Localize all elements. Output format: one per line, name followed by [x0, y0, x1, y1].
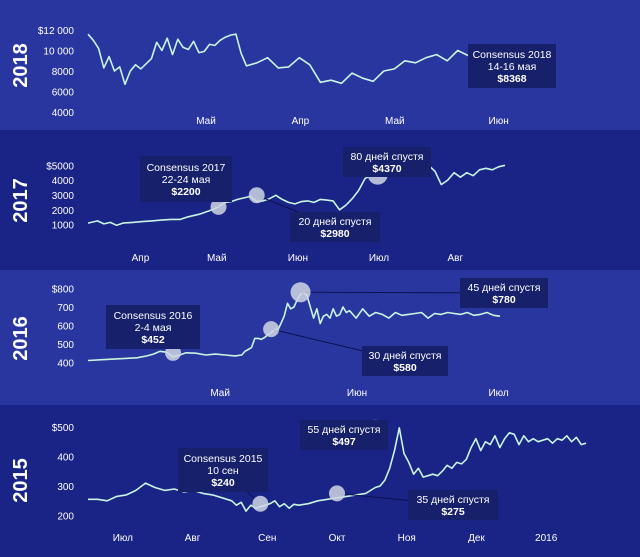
- y-tick-label: 10 000: [43, 47, 74, 58]
- y-tick-label: 200: [57, 512, 74, 523]
- callout-box: [343, 147, 431, 177]
- x-tick-label: Июл: [488, 388, 508, 399]
- x-tick-label: Апр: [292, 116, 310, 127]
- callout-text: Consensus 2016: [114, 310, 193, 322]
- callout-box: [408, 490, 498, 520]
- callout-text: 80 дней спустя: [351, 151, 424, 163]
- callout-box: [460, 278, 548, 308]
- y-tick-label: 700: [57, 303, 74, 314]
- event-marker: [248, 187, 265, 204]
- y-tick-label: 300: [57, 482, 74, 493]
- callout-text: $780: [492, 294, 516, 306]
- y-tick-label: 8000: [52, 67, 75, 78]
- event-marker: [210, 198, 227, 215]
- callout-text: $452: [141, 334, 165, 346]
- x-tick-label: Сен: [258, 533, 276, 544]
- callout-text: 10 сен: [207, 465, 239, 477]
- x-tick-label: Ноя: [398, 533, 416, 544]
- event-marker: [290, 282, 311, 303]
- x-tick-label: Июл: [113, 533, 133, 544]
- x-tick-label: Июн: [288, 253, 308, 264]
- x-tick-label: 2016: [535, 533, 558, 544]
- x-tick-label: Май: [196, 116, 216, 127]
- callout-text: 45 дней спустя: [468, 282, 541, 294]
- series-line: [87, 33, 501, 86]
- y-tick-label: $800: [52, 285, 75, 296]
- x-tick-label: Май: [210, 388, 230, 399]
- x-tick-label: Авг: [185, 533, 201, 544]
- callout-text: 20 дней спустя: [299, 216, 372, 228]
- y-tick-label: $12 000: [38, 26, 75, 37]
- x-tick-label: Июн: [489, 116, 509, 127]
- x-tick-label: Апр: [132, 253, 150, 264]
- callout-box: [106, 305, 200, 349]
- callout-text: $275: [441, 506, 465, 518]
- callout-text: $580: [393, 362, 417, 374]
- y-tick-label: 6000: [52, 88, 75, 99]
- event-marker: [263, 321, 280, 338]
- callout-text: 2-4 мая: [135, 322, 172, 334]
- callout-box: [290, 212, 380, 242]
- callout-text: $2200: [171, 186, 200, 198]
- y-tick-label: 400: [57, 452, 74, 463]
- callout-text: $497: [332, 436, 356, 448]
- event-marker: [252, 495, 269, 512]
- y-tick-label: $5000: [46, 161, 74, 172]
- y-tick-label: 500: [57, 340, 74, 351]
- callout-text: Consensus 2017: [147, 162, 226, 174]
- y-tick-label: 1000: [52, 221, 75, 232]
- callout-text: $2980: [320, 228, 349, 240]
- y-tick-label: 400: [57, 358, 74, 369]
- callout-text: $240: [211, 477, 235, 489]
- callout-box: [468, 44, 556, 88]
- callout-box: [140, 156, 232, 202]
- series-line: [87, 157, 506, 227]
- x-tick-label: Июл: [369, 253, 389, 264]
- callout-box: [178, 448, 268, 492]
- x-tick-label: Июн: [347, 388, 367, 399]
- callout-text: 55 дней спустя: [308, 424, 381, 436]
- callout-text: 14-16 мая: [488, 61, 537, 73]
- callout-text: 35 дней спустя: [417, 494, 490, 506]
- callout-text: Consensus 2018: [473, 49, 552, 61]
- callout-box: [300, 420, 388, 450]
- callout-text: $8368: [497, 73, 526, 85]
- callout-text: Consensus 2015: [184, 453, 263, 465]
- y-tick-label: 600: [57, 321, 74, 332]
- callout-text: 30 дней спустя: [369, 350, 442, 362]
- y-tick-label: 3000: [52, 191, 75, 202]
- callout-text: $4370: [372, 163, 401, 175]
- x-tick-label: Дек: [468, 533, 485, 544]
- series-line: [88, 427, 587, 512]
- y-tick-label: 4000: [52, 108, 75, 119]
- x-tick-label: Окт: [329, 533, 346, 544]
- y-tick-label: 4000: [52, 176, 75, 187]
- event-marker: [329, 485, 345, 502]
- x-tick-label: Авг: [447, 253, 463, 264]
- callout-text: 22-24 мая: [162, 174, 211, 186]
- x-tick-label: Май: [385, 116, 405, 127]
- callout-box: [362, 346, 448, 376]
- y-tick-label: 2000: [52, 206, 75, 217]
- y-tick-label: $500: [52, 423, 75, 434]
- x-tick-label: Май: [207, 253, 227, 264]
